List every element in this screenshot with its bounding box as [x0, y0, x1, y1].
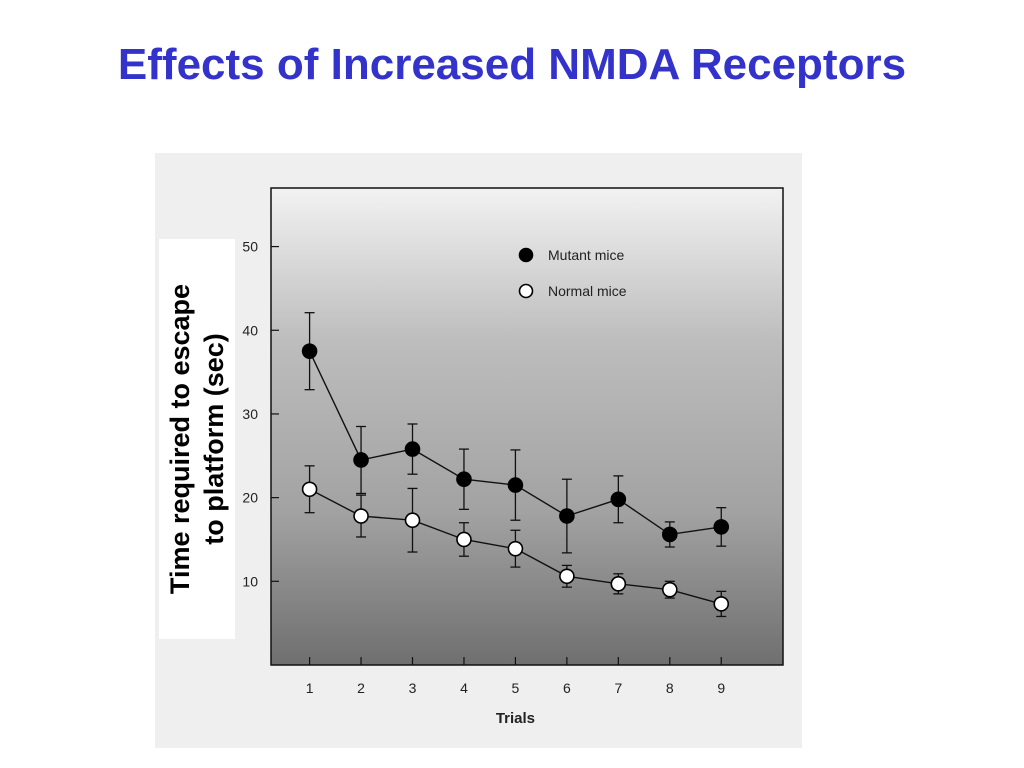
x-tick-label: 7 — [614, 680, 622, 696]
series-layer — [301, 312, 730, 618]
x-tick-label: 1 — [306, 680, 314, 696]
data-point — [610, 576, 627, 592]
series-mutant — [301, 312, 730, 554]
y-axis-label-box — [159, 239, 235, 639]
y-tick-label: 20 — [242, 490, 258, 506]
x-tick-label: 2 — [357, 680, 365, 696]
data-point — [456, 531, 472, 548]
legend: Mutant mice Normal mice — [518, 247, 627, 299]
y-axis: 10 20 30 40 50 — [242, 239, 279, 589]
x-tick-label: 6 — [563, 680, 571, 696]
data-point — [507, 540, 524, 557]
data-point — [456, 471, 472, 488]
legend-label: Mutant mice — [548, 247, 624, 263]
chart-figure: 10 20 30 40 50 1 2 3 4 5 6 7 8 9 Trials Mutant mice No… — [155, 153, 802, 748]
x-tick-label: 9 — [717, 680, 725, 696]
data-point — [610, 491, 627, 508]
data-point — [713, 519, 730, 535]
y-tick-label: 40 — [242, 322, 258, 338]
legend-marker — [518, 247, 534, 263]
series-normal — [301, 465, 730, 618]
data-point — [353, 452, 369, 468]
x-tick-label: 8 — [666, 680, 674, 696]
y-tick-label: 10 — [242, 573, 258, 589]
data-point — [507, 477, 524, 493]
x-tick-label: 3 — [409, 680, 417, 696]
y-tick-label: 30 — [242, 406, 258, 422]
x-axis-label: Trials — [496, 710, 535, 727]
x-tick-label: 4 — [460, 680, 468, 696]
data-point — [353, 508, 369, 524]
chart-svg: 10 20 30 40 50 1 2 3 4 5 6 7 8 9 Trials Mutant mice No… — [242, 187, 784, 727]
data-point — [713, 596, 730, 612]
data-point — [661, 581, 678, 598]
y-axis-label: Time required to escape to platform (sec… — [165, 283, 229, 595]
data-point — [301, 343, 318, 359]
y-tick-label: 50 — [242, 239, 258, 255]
data-point — [404, 512, 421, 529]
x-axis: 1 2 3 4 5 6 7 8 9 Trials — [306, 657, 725, 727]
legend-label: Normal mice — [548, 283, 627, 299]
data-point — [559, 508, 575, 524]
data-point — [404, 441, 421, 457]
data-point — [661, 526, 678, 543]
slide-title: Effects of Increased NMDA Receptors — [117, 40, 907, 89]
x-tick-label: 5 — [512, 680, 520, 696]
legend-marker — [518, 283, 534, 299]
data-point — [301, 481, 318, 498]
data-point — [559, 568, 575, 585]
